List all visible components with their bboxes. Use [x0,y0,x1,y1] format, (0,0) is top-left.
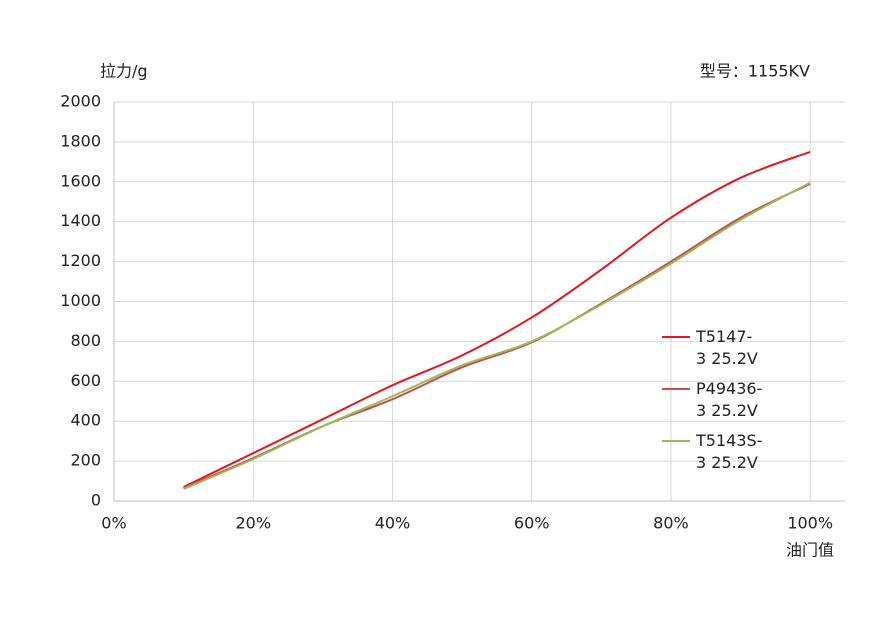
y-axis-label: 拉力/g [100,62,148,81]
legend-label: P49436-3 25.2V [696,379,763,420]
y-tick-label: 1200 [60,251,101,270]
legend-item: P49436-3 25.2V [662,378,762,422]
y-tick-label: 1600 [60,171,101,190]
x-tick-label: 80% [653,514,689,533]
legend-swatch [662,388,690,390]
y-tick-label: 200 [70,451,101,470]
legend-label: T5143S-3 25.2V [696,431,763,472]
x-tick-label: 40% [375,514,411,533]
y-tick-label: 600 [70,371,101,390]
series-line [183,150,811,488]
legend-item: T5143S-3 25.2V [662,430,762,474]
y-tick-label: 0 [91,491,101,510]
x-tick-label: 20% [235,514,271,533]
x-tick-label: 60% [514,514,550,533]
y-tick-label: 2000 [60,92,101,111]
y-tick-label: 1800 [60,131,101,150]
x-tick-label: 0% [101,514,126,533]
legend-label: T5147-3 25.2V [696,327,758,368]
annotation: 型号：1155KV [700,62,810,81]
legend-swatch [662,440,690,442]
x-axis-label: 油门值 [786,541,834,560]
series-line [183,181,811,490]
legend-swatch [662,336,690,338]
y-tick-label: 800 [70,331,101,350]
y-tick-label: 400 [70,411,101,430]
y-tick-label: 1400 [60,211,101,230]
legend-item: T5147-3 25.2V [662,326,762,370]
y-tick-label: 1000 [60,291,101,310]
x-tick-label: 100% [787,514,833,533]
